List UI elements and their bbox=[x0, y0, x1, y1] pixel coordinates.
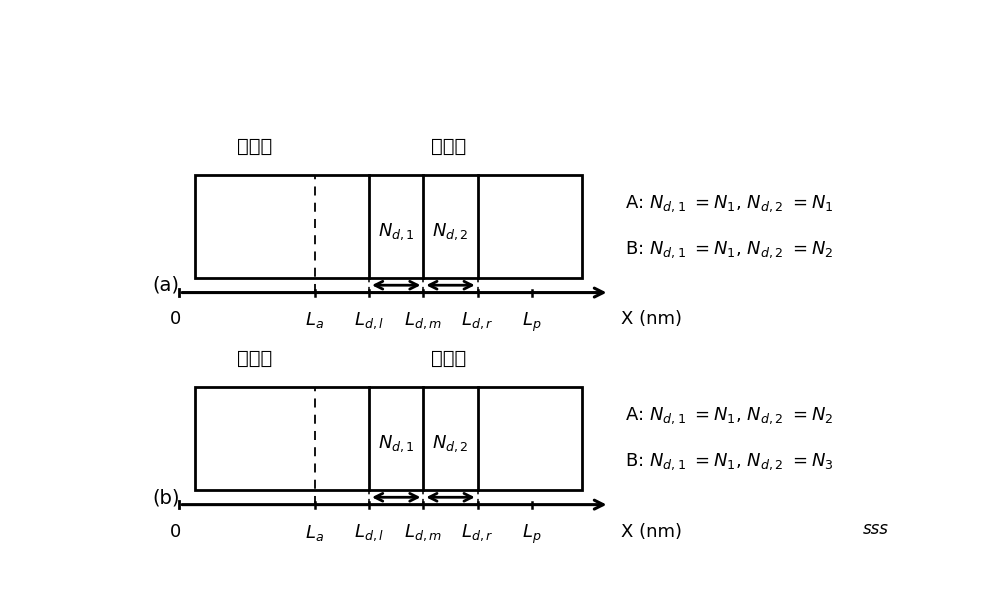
Text: $L_p$: $L_p$ bbox=[522, 523, 542, 546]
Text: $L_p$: $L_p$ bbox=[522, 310, 542, 334]
Text: A: $N_{d,1}$ $=N_1$, $N_{d,2}$ $=N_1$: A: $N_{d,1}$ $=N_1$, $N_{d,2}$ $=N_1$ bbox=[625, 193, 833, 214]
Text: $L_{d,l}$: $L_{d,l}$ bbox=[354, 523, 384, 543]
Text: $L_a$: $L_a$ bbox=[305, 310, 324, 330]
Bar bbox=[195, 387, 582, 490]
Bar bbox=[195, 175, 582, 278]
Text: X (nm): X (nm) bbox=[621, 310, 682, 329]
Text: 有源区: 有源区 bbox=[237, 137, 272, 156]
Text: sss: sss bbox=[862, 520, 888, 537]
Text: A: $N_{d,1}$ $=N_1$, $N_{d,2}$ $=N_2$: A: $N_{d,1}$ $=N_1$, $N_{d,2}$ $=N_2$ bbox=[625, 406, 833, 426]
Text: 0: 0 bbox=[170, 523, 181, 540]
Text: $L_{d,r}$: $L_{d,r}$ bbox=[461, 310, 494, 331]
Text: $L_{d,m}$: $L_{d,m}$ bbox=[404, 523, 442, 543]
Text: 注入区: 注入区 bbox=[431, 137, 466, 156]
Text: $L_{d,m}$: $L_{d,m}$ bbox=[404, 310, 442, 331]
Text: $N_{d,2}$: $N_{d,2}$ bbox=[432, 222, 469, 242]
Text: $L_{d,r}$: $L_{d,r}$ bbox=[461, 523, 494, 543]
Text: 注入区: 注入区 bbox=[431, 349, 466, 368]
Text: 有源区: 有源区 bbox=[237, 349, 272, 368]
Text: $L_{d,l}$: $L_{d,l}$ bbox=[354, 310, 384, 331]
Text: B: $N_{d,1}$ $=N_1$, $N_{d,2}$ $=N_2$: B: $N_{d,1}$ $=N_1$, $N_{d,2}$ $=N_2$ bbox=[625, 239, 833, 259]
Text: 0: 0 bbox=[170, 310, 181, 329]
Text: $L_a$: $L_a$ bbox=[305, 523, 324, 542]
Text: X (nm): X (nm) bbox=[621, 523, 682, 540]
Text: $N_{d,2}$: $N_{d,2}$ bbox=[432, 433, 469, 454]
Text: B: $N_{d,1}$ $=N_1$, $N_{d,2}$ $=N_3$: B: $N_{d,1}$ $=N_1$, $N_{d,2}$ $=N_3$ bbox=[625, 451, 833, 472]
Text: (b): (b) bbox=[152, 488, 180, 507]
Text: $N_{d,1}$: $N_{d,1}$ bbox=[378, 433, 415, 454]
Text: $N_{d,1}$: $N_{d,1}$ bbox=[378, 222, 415, 242]
Text: (a): (a) bbox=[152, 276, 179, 295]
